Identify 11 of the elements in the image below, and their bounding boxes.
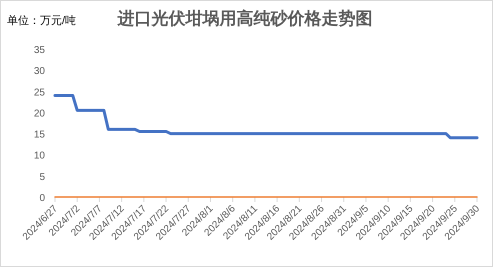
y-tick-label: 30 (34, 66, 46, 78)
y-tick-label: 5 (39, 172, 46, 183)
line-series (54, 94, 478, 140)
y-tick-label: 25 (34, 87, 46, 98)
chart-title: 进口光伏坩埚用高纯砂价格走势图 (116, 9, 372, 28)
y-tick-label: 20 (34, 108, 46, 120)
y-tick-label: 0 (39, 193, 46, 204)
y-tick-label: 10 (34, 150, 46, 162)
y-tick-label: 15 (34, 130, 46, 141)
text: 单位：万元/吨 (7, 14, 76, 27)
y-tick-label: 35 (34, 45, 46, 56)
